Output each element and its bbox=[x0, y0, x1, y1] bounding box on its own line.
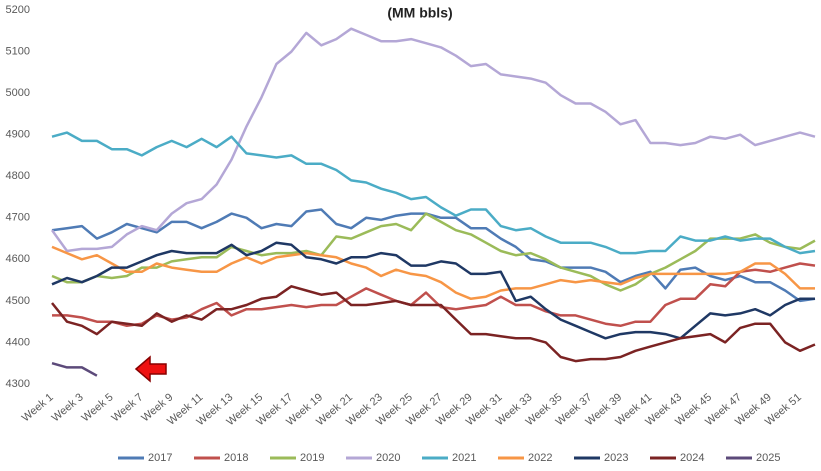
legend-label: 2018 bbox=[224, 452, 248, 464]
x-tick-label: Week 5 bbox=[80, 391, 116, 424]
legend-label: 2020 bbox=[376, 452, 400, 464]
legend-label: 2025 bbox=[756, 452, 780, 464]
chart-title: (MM bbls) bbox=[387, 5, 452, 21]
series-line bbox=[51, 131, 816, 255]
legend-label: 2019 bbox=[300, 452, 324, 464]
y-tick-label: 5100 bbox=[6, 45, 30, 57]
legend-label: 2021 bbox=[452, 452, 476, 464]
series-line bbox=[51, 245, 815, 301]
y-tick-label: 4700 bbox=[6, 212, 30, 224]
y-tick-label: 5000 bbox=[6, 87, 30, 99]
y-tick-label: 4600 bbox=[6, 253, 30, 265]
y-tick-label: 4500 bbox=[6, 295, 30, 307]
legend-label: 2024 bbox=[680, 452, 704, 464]
series-line bbox=[50, 27, 816, 253]
x-tick-label: Week 3 bbox=[50, 391, 86, 424]
arrow-annotation bbox=[134, 355, 167, 383]
legend-label: 2023 bbox=[604, 452, 628, 464]
legend-label: 2017 bbox=[148, 452, 172, 464]
y-tick-label: 5200 bbox=[6, 4, 30, 16]
series-line bbox=[51, 208, 816, 303]
y-tick-label: 4400 bbox=[6, 336, 30, 348]
y-tick-label: 4300 bbox=[6, 378, 30, 390]
series-line bbox=[51, 361, 98, 377]
y-tick-label: 4800 bbox=[6, 170, 30, 182]
y-tick-label: 4900 bbox=[6, 129, 30, 141]
series-line bbox=[51, 285, 816, 363]
x-tick-label: Week 1 bbox=[20, 391, 56, 424]
series-line bbox=[51, 212, 816, 292]
x-tick-label: Week 7 bbox=[109, 391, 145, 424]
legend-label: 2022 bbox=[528, 452, 552, 464]
series-line bbox=[51, 241, 815, 340]
